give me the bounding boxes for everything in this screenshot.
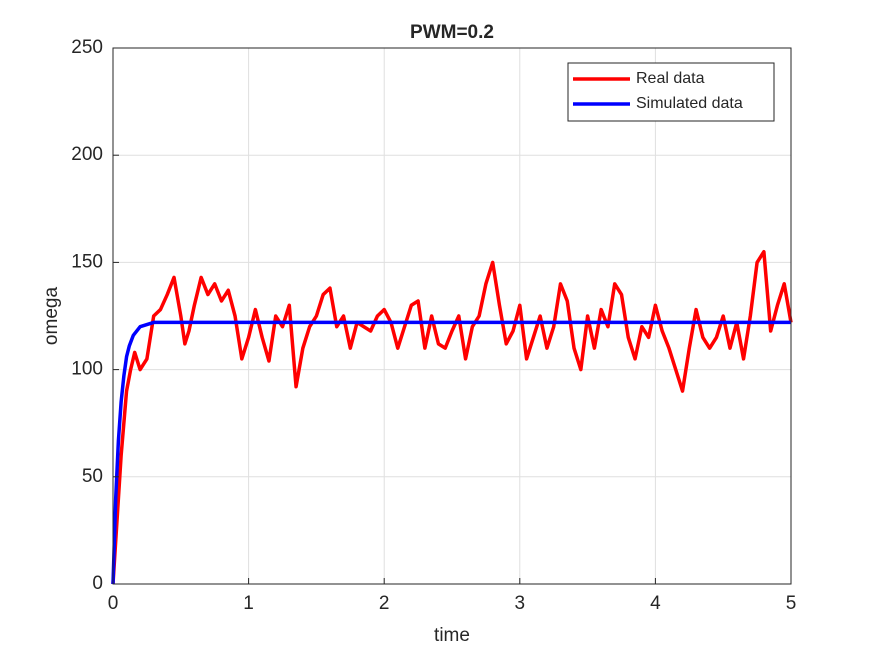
x-tick-label: 4 [650, 593, 661, 614]
y-tick-label: 100 [71, 359, 103, 380]
y-axis-label: omega [41, 287, 62, 346]
plot-area [113, 48, 791, 584]
y-tick-label: 0 [92, 573, 103, 594]
x-tick-label: 5 [786, 593, 797, 614]
y-tick-label: 200 [71, 144, 103, 165]
x-tick-label: 3 [515, 593, 526, 614]
legend: Real data Simulated data [567, 62, 775, 122]
data-line [111, 320, 791, 585]
y-tick-label: 250 [71, 37, 103, 58]
chart-title: PWM=0.2 [410, 22, 494, 43]
data-line [111, 249, 793, 585]
y-tick-label: 150 [71, 251, 103, 272]
x-axis-label: time [434, 625, 470, 646]
x-tick-label: 0 [108, 593, 119, 614]
x-tick-label: 1 [243, 593, 254, 614]
legend-label: Real data [636, 70, 705, 87]
marks [111, 249, 793, 585]
legend-label: Simulated data [636, 95, 743, 112]
grid [112, 47, 792, 585]
x-tick-label: 2 [379, 593, 390, 614]
axes-box [112, 47, 792, 585]
y-tick-label: 50 [82, 466, 103, 487]
legend-box [567, 62, 775, 122]
